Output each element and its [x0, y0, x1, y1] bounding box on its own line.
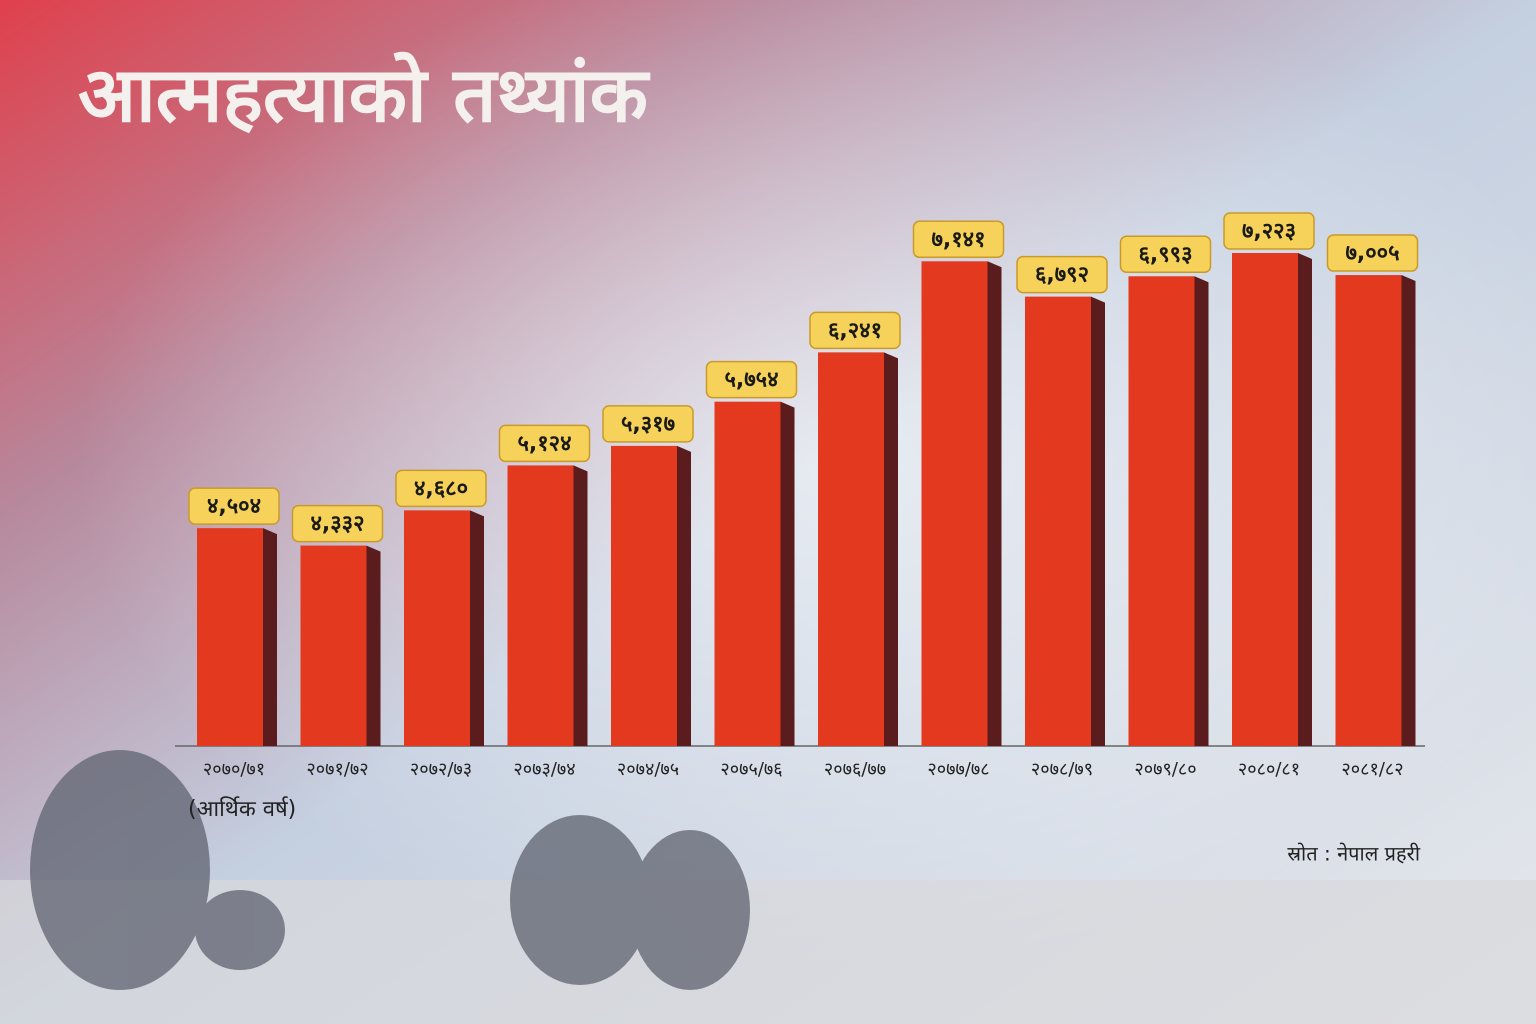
- value-label-bg: [1119, 235, 1212, 274]
- value-label: ७,००५: [1345, 241, 1399, 266]
- x-tick-label: २०७३/७४: [513, 759, 575, 780]
- source-note: स्रोत : नेपाल प्रहरी: [1287, 842, 1420, 866]
- bar: [611, 445, 677, 746]
- value-label: ५,३१७: [621, 412, 675, 437]
- value-label: ६,९९३: [1138, 242, 1192, 267]
- bar-side: [1298, 253, 1312, 746]
- bar: [300, 545, 367, 746]
- value-label: ५,७५४: [724, 368, 778, 393]
- bar-side: [1194, 276, 1209, 746]
- bar: [197, 528, 263, 746]
- x-tick-label: २०७४/७५: [617, 759, 679, 780]
- bar-side: [987, 261, 1002, 746]
- value-label-bg: [602, 405, 694, 443]
- value-label: ७,१४१: [931, 227, 985, 252]
- x-tick-label: २०७१/७२: [306, 759, 368, 780]
- bar-side: [366, 545, 381, 746]
- value-label-bg: [498, 424, 591, 463]
- x-tick-label: २०७७/७८: [927, 759, 989, 780]
- bar: [404, 510, 470, 746]
- chart-title: आत्महत्याको तथ्यांक: [78, 50, 651, 139]
- bar-side: [573, 465, 588, 746]
- value-label-bg: [1223, 212, 1315, 250]
- bar-side: [470, 510, 484, 746]
- x-tick-label: २०७२/७३: [410, 759, 472, 780]
- value-label: ६,२४१: [828, 318, 882, 343]
- value-label-bg: [809, 311, 901, 350]
- value-label-bg: [1326, 234, 1419, 272]
- bar-side: [1401, 275, 1416, 746]
- value-label-bg: [705, 360, 798, 399]
- value-label: ४,५०४: [207, 494, 261, 519]
- silhouettes: [30, 750, 750, 990]
- x-tick-label: २०७५/७६: [720, 759, 782, 780]
- bar-side: [677, 445, 691, 746]
- bar: [714, 401, 781, 746]
- bar-side: [884, 352, 898, 746]
- value-label: ५,१२४: [517, 431, 571, 456]
- value-label: ६,७९२: [1035, 263, 1089, 288]
- value-label: ७,२२३: [1242, 219, 1296, 244]
- x-tick-label: २०७९/८०: [1134, 759, 1196, 780]
- value-label-bg: [395, 469, 487, 508]
- x-axis-label: (आर्थिक वर्ष): [188, 796, 296, 822]
- bar: [921, 261, 988, 746]
- bar: [1335, 275, 1402, 746]
- value-label-bg: [912, 220, 1005, 259]
- value-label: ४,३३२: [310, 512, 364, 537]
- value-label-bg: [188, 487, 280, 525]
- bar: [1025, 296, 1091, 746]
- x-tick-label: २०७८/७९: [1031, 759, 1093, 780]
- bar-side: [780, 401, 795, 746]
- value-label-bg: [291, 504, 384, 543]
- value-label: ४,६८०: [414, 476, 468, 501]
- x-tick-label: २०७०/७१: [203, 759, 265, 780]
- x-tick-label: २०८०/८१: [1238, 759, 1300, 780]
- x-tick-label: २०८१/८२: [1341, 759, 1403, 780]
- bar: [1232, 253, 1298, 746]
- bar-side: [263, 528, 277, 746]
- bar: [818, 352, 884, 746]
- value-label-bg: [1016, 255, 1108, 294]
- bar-side: [1091, 296, 1105, 746]
- x-tick-label: २०७६/७७: [824, 759, 886, 780]
- bar: [1128, 276, 1195, 746]
- bar: [507, 465, 574, 746]
